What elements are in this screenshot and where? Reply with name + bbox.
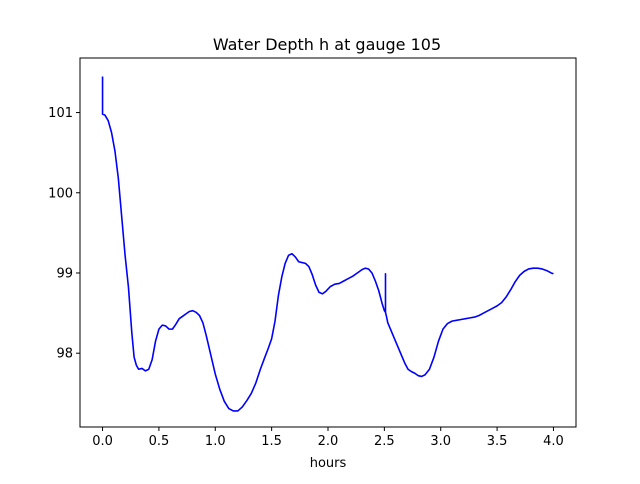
y-tick-label: 99 [56,266,73,281]
x-tick-label: 2.0 [318,434,339,449]
x-tick-label: 3.0 [430,434,451,449]
plot-area [79,57,577,428]
x-tick-label: 0.0 [92,434,113,449]
x-axis-label: hours [310,456,347,471]
x-tick-label: 1.0 [205,434,226,449]
x-tick-label: 1.5 [261,434,282,449]
chart-title: Water Depth h at gauge 105 [213,35,441,54]
series-line [101,76,554,412]
x-tick-label: 0.5 [149,434,170,449]
x-tick-label: 2.5 [374,434,395,449]
y-tick-label: 101 [48,106,73,121]
y-tick-label: 100 [48,186,73,201]
x-axis: 0.0 0.5 1.0 1.5 2.0 2.5 3.0 3.5 4.0 [92,427,564,449]
x-tick-label: 3.5 [487,434,508,449]
y-axis: 98 99 100 101 [48,106,80,362]
x-tick-label: 4.0 [543,434,564,449]
axes-frame [79,57,577,428]
y-tick-label: 98 [56,347,73,362]
